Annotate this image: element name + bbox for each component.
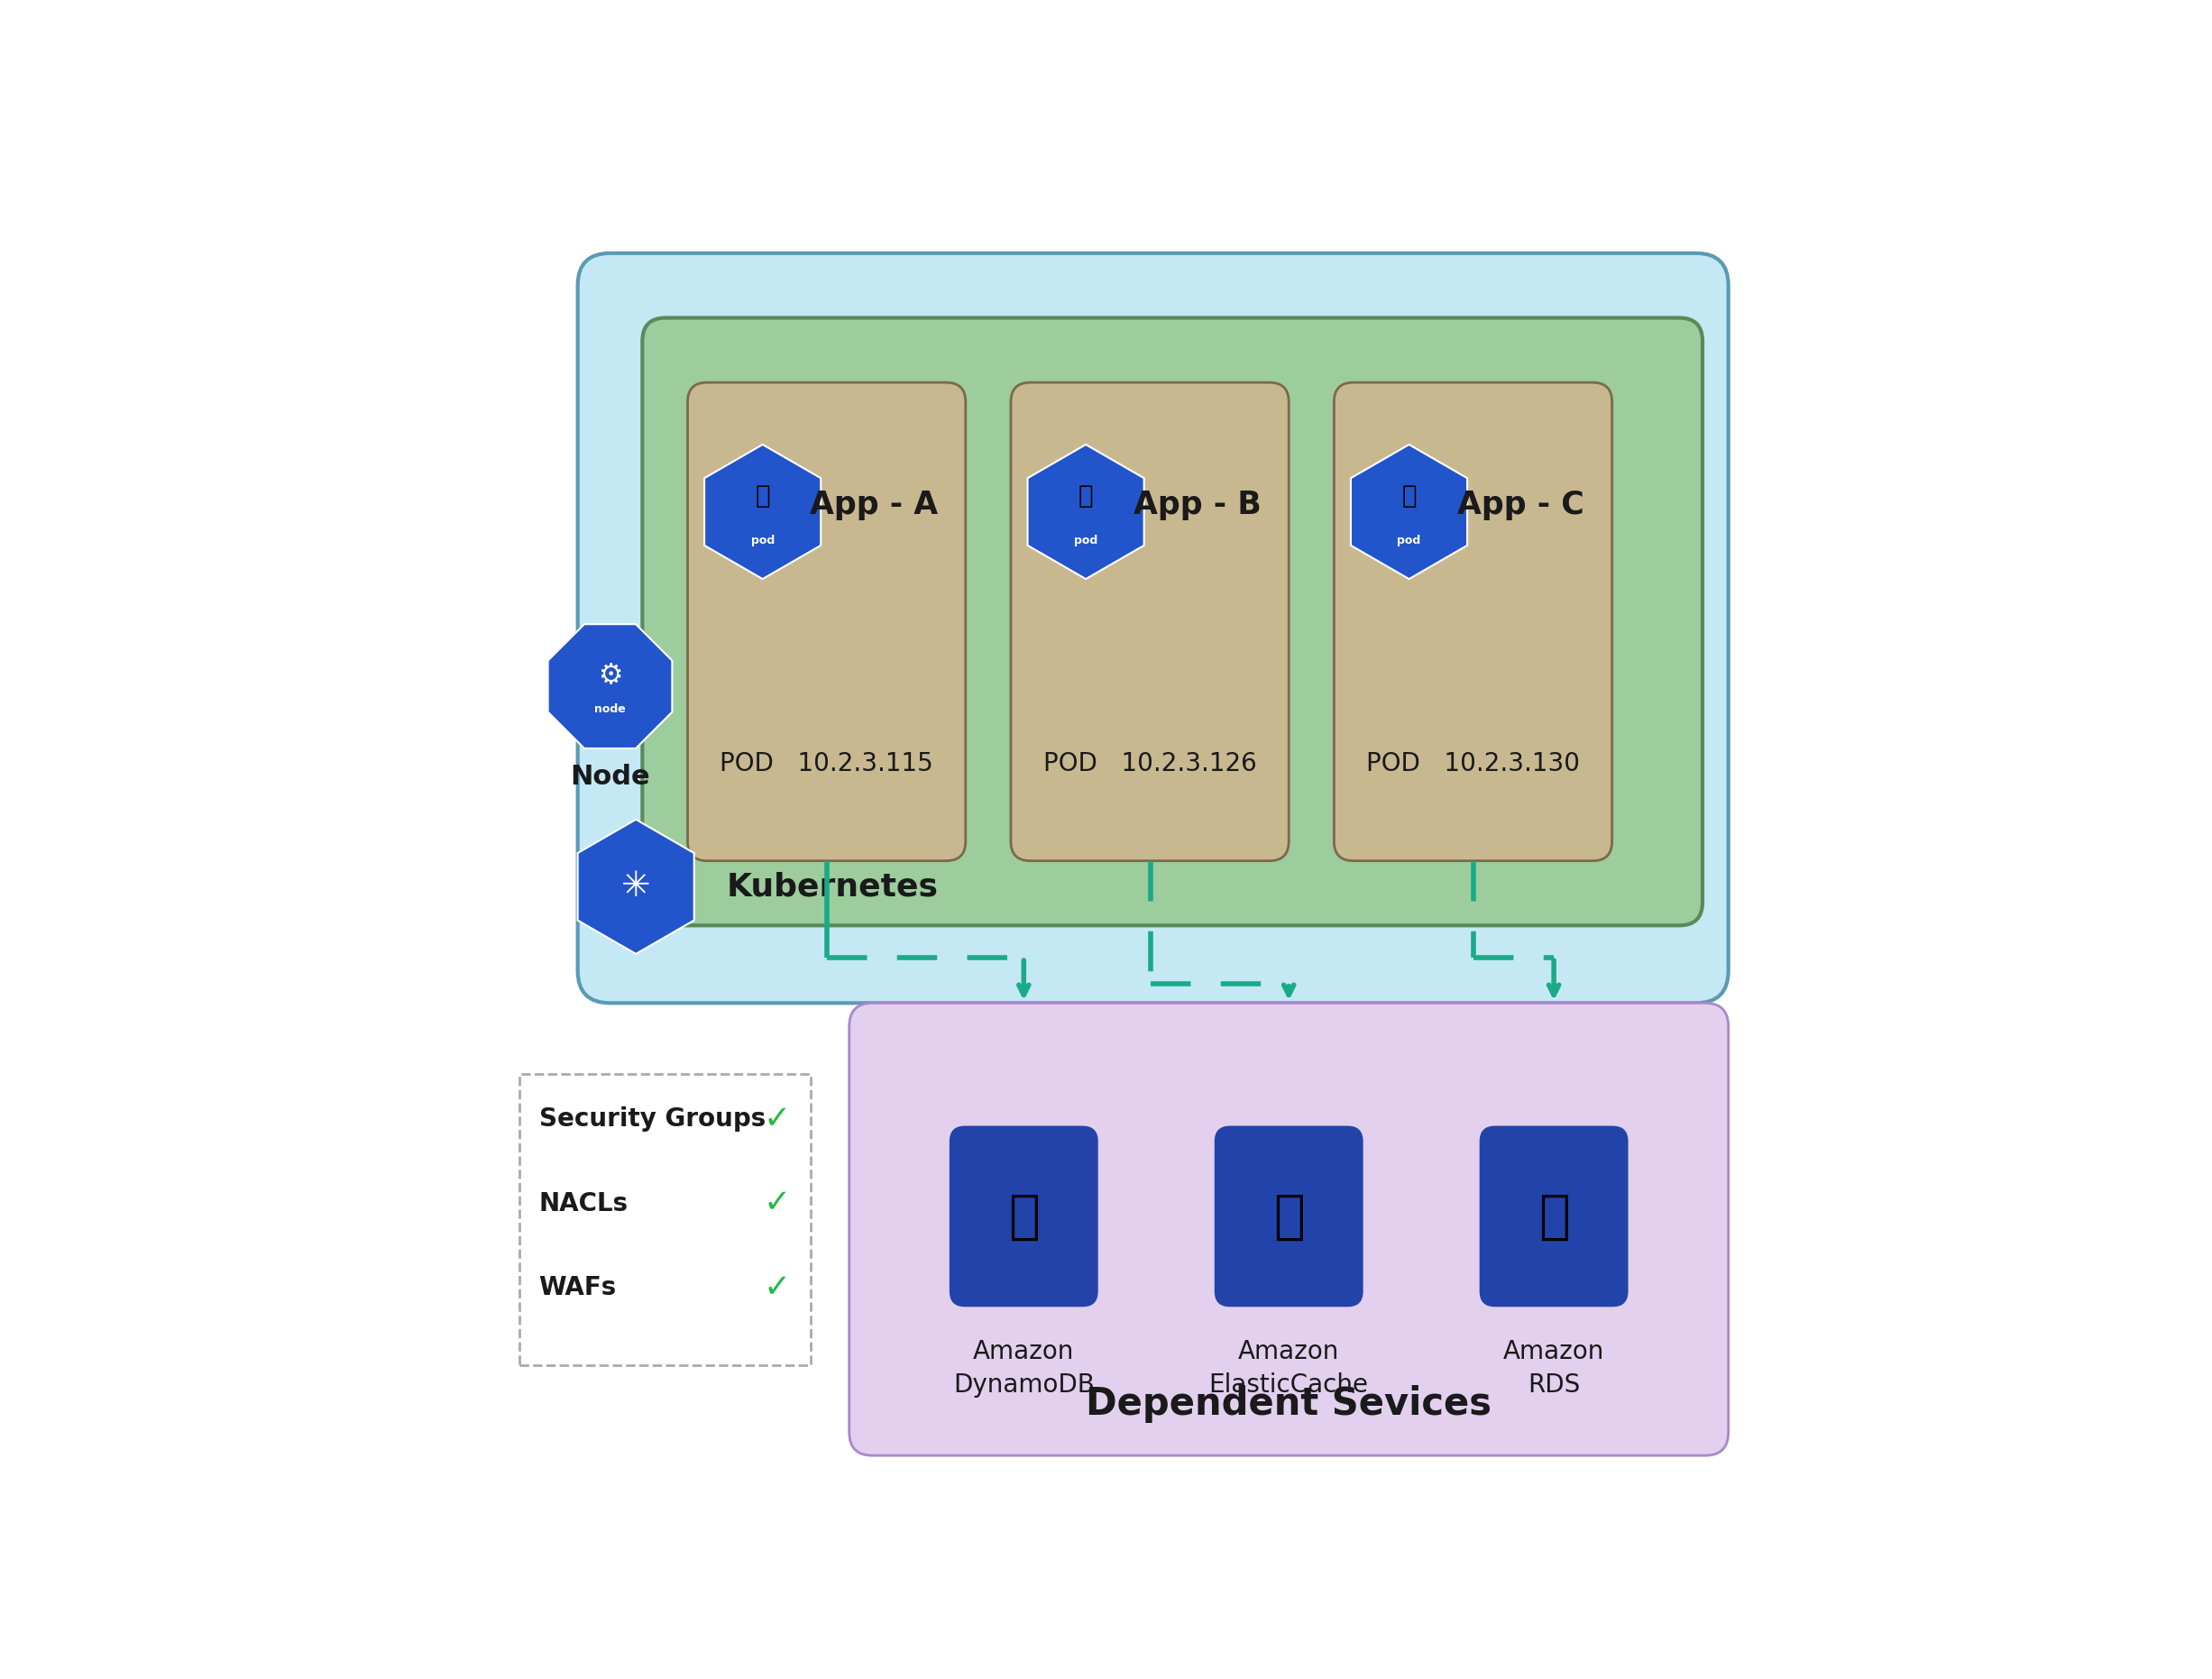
Text: Amazon
RDS: Amazon RDS bbox=[1504, 1340, 1604, 1397]
Text: Amazon
DynamoDB: Amazon DynamoDB bbox=[953, 1340, 1095, 1397]
Text: pod: pod bbox=[750, 534, 774, 546]
Text: Kubernetes: Kubernetes bbox=[726, 871, 938, 902]
FancyBboxPatch shape bbox=[1334, 383, 1613, 861]
Text: WAFs: WAFs bbox=[540, 1274, 617, 1300]
Text: POD   10.2.3.130: POD 10.2.3.130 bbox=[1367, 751, 1579, 776]
Text: ⚙: ⚙ bbox=[597, 663, 622, 688]
Text: Node: Node bbox=[571, 764, 650, 789]
Text: 🗄: 🗄 bbox=[1274, 1190, 1305, 1242]
Text: 🧊: 🧊 bbox=[1077, 484, 1093, 509]
Text: ✓: ✓ bbox=[763, 1189, 792, 1219]
Text: POD   10.2.3.126: POD 10.2.3.126 bbox=[1044, 751, 1256, 776]
FancyBboxPatch shape bbox=[641, 317, 1703, 925]
FancyBboxPatch shape bbox=[849, 1002, 1728, 1456]
FancyBboxPatch shape bbox=[1214, 1127, 1363, 1306]
Text: App - A: App - A bbox=[810, 490, 938, 520]
Text: ✳: ✳ bbox=[622, 870, 650, 903]
FancyBboxPatch shape bbox=[1011, 383, 1290, 861]
Text: pod: pod bbox=[1398, 534, 1420, 546]
Text: 🗄: 🗄 bbox=[1537, 1190, 1571, 1242]
FancyBboxPatch shape bbox=[577, 254, 1728, 1002]
Polygon shape bbox=[703, 445, 821, 579]
FancyBboxPatch shape bbox=[1480, 1127, 1628, 1306]
FancyBboxPatch shape bbox=[688, 383, 967, 861]
Text: pod: pod bbox=[1075, 534, 1097, 546]
Polygon shape bbox=[577, 819, 695, 954]
Text: Dependent Sevices: Dependent Sevices bbox=[1086, 1385, 1491, 1424]
Text: node: node bbox=[595, 704, 626, 715]
Text: App - B: App - B bbox=[1133, 490, 1261, 520]
Text: ✓: ✓ bbox=[763, 1105, 792, 1135]
Text: 🧊: 🧊 bbox=[754, 484, 770, 509]
Text: 🧊: 🧊 bbox=[1402, 484, 1416, 509]
Text: ✓: ✓ bbox=[763, 1273, 792, 1303]
Text: App - C: App - C bbox=[1458, 490, 1584, 520]
Text: Amazon
ElasticCache: Amazon ElasticCache bbox=[1210, 1340, 1369, 1397]
Text: 🗄: 🗄 bbox=[1009, 1190, 1040, 1242]
Polygon shape bbox=[1029, 445, 1144, 579]
FancyBboxPatch shape bbox=[949, 1127, 1097, 1306]
Text: POD   10.2.3.115: POD 10.2.3.115 bbox=[719, 751, 933, 776]
Text: Security Groups: Security Groups bbox=[540, 1106, 765, 1132]
Text: NACLs: NACLs bbox=[540, 1190, 628, 1216]
Polygon shape bbox=[549, 625, 672, 749]
Polygon shape bbox=[1352, 445, 1467, 579]
